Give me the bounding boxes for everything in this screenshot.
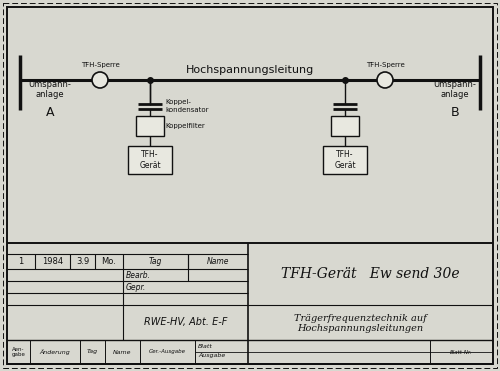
Text: TFH-Sperre: TFH-Sperre xyxy=(80,62,120,68)
Text: TFH-Sperre: TFH-Sperre xyxy=(366,62,405,68)
Text: 3.9: 3.9 xyxy=(76,257,89,266)
Text: Tag: Tag xyxy=(87,349,98,355)
Text: B: B xyxy=(450,106,460,119)
Text: Ger.-Ausgabe: Ger.-Ausgabe xyxy=(149,349,186,355)
Text: RWE-HV, Abt. E-F: RWE-HV, Abt. E-F xyxy=(144,318,227,328)
Bar xyxy=(331,116,359,136)
Text: Mo.: Mo. xyxy=(102,257,116,266)
Text: Koppel-
kondensator: Koppel- kondensator xyxy=(165,99,208,113)
Text: Umspann-: Umspann- xyxy=(434,80,476,89)
Text: Gepr.: Gepr. xyxy=(126,282,146,292)
Text: Aen-
gabe: Aen- gabe xyxy=(12,347,26,357)
Text: TFH-
Gerät: TFH- Gerät xyxy=(334,150,356,170)
Text: Tag: Tag xyxy=(149,257,162,266)
Circle shape xyxy=(377,72,393,88)
Bar xyxy=(136,116,164,136)
Bar xyxy=(128,146,172,174)
Text: Hochspannungsleitungen: Hochspannungsleitungen xyxy=(298,324,424,333)
Bar xyxy=(323,146,367,174)
Text: Blatt-Nr.: Blatt-Nr. xyxy=(450,349,473,355)
Text: Name: Name xyxy=(207,257,229,266)
Text: A: A xyxy=(46,106,54,119)
Text: Blatt: Blatt xyxy=(198,344,213,349)
Text: TFH-
Gerät: TFH- Gerät xyxy=(139,150,161,170)
Text: Koppelfilter: Koppelfilter xyxy=(165,123,205,129)
Text: Trägerfrequenztechnik auf: Trägerfrequenztechnik auf xyxy=(294,314,427,323)
Text: 1984: 1984 xyxy=(42,257,63,266)
Text: Umspann-: Umspann- xyxy=(28,80,72,89)
Text: Änderung: Änderung xyxy=(40,349,70,355)
Text: anlage: anlage xyxy=(440,90,470,99)
Text: Name: Name xyxy=(113,349,132,355)
Text: anlage: anlage xyxy=(36,90,64,99)
Text: TFH-Gerät   Ew send 30e: TFH-Gerät Ew send 30e xyxy=(281,267,460,281)
Text: Hochspannungsleitung: Hochspannungsleitung xyxy=(186,65,314,75)
Text: 1: 1 xyxy=(18,257,24,266)
Text: Bearb.: Bearb. xyxy=(126,270,151,279)
Text: Ausgabe: Ausgabe xyxy=(198,353,225,358)
Circle shape xyxy=(92,72,108,88)
